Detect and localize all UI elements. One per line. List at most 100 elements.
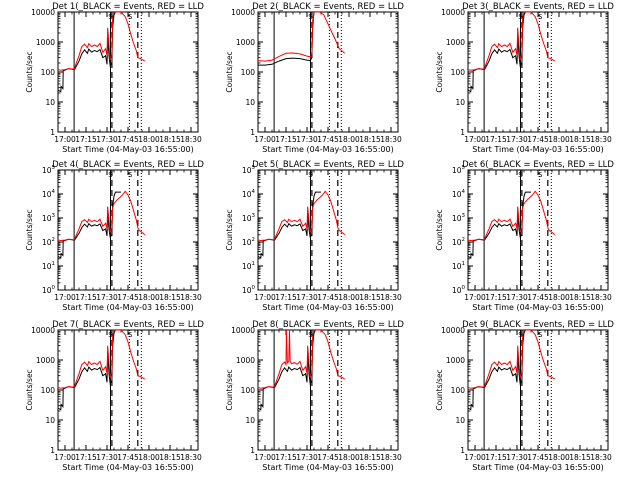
x-tick-label: 18:00 xyxy=(338,135,360,144)
y-tick-label: 1000 xyxy=(36,356,55,365)
x-axis-label: Start Time (04-May-03 16:55:00) xyxy=(472,463,603,472)
y-tick-label: 10000 xyxy=(441,326,465,335)
y-tick-label: 105 xyxy=(42,165,56,175)
marker-letter: S xyxy=(308,171,313,179)
y-tick-label: 1000 xyxy=(236,356,255,365)
x-tick-label: 17:30 xyxy=(506,453,528,462)
x-tick-label: 17:45 xyxy=(317,135,339,144)
y-tick-label: 1000 xyxy=(36,38,55,47)
y-tick-label: 103 xyxy=(452,213,466,223)
y-tick-label: 100 xyxy=(241,386,256,395)
lld-series-line xyxy=(58,330,146,389)
y-tick-label: 102 xyxy=(242,237,255,247)
panel-title: Det 3(_BLACK = Events, RED = LLD xyxy=(462,2,614,12)
x-tick-label: 17:00 xyxy=(54,293,76,302)
x-axis-label: Start Time (04-May-03 16:55:00) xyxy=(472,303,603,312)
plot-frame xyxy=(57,11,199,133)
x-tick-label: 18:15 xyxy=(359,135,381,144)
y-tick-label: 104 xyxy=(452,189,466,199)
y-tick-label: 10 xyxy=(245,98,255,107)
panel-det-3: Det 3(_BLACK = Events, RED = LLD 1 10 100 10… xyxy=(435,2,614,154)
x-tick-label: 18:15 xyxy=(359,293,381,302)
lld-series-line xyxy=(258,12,346,62)
panel-title: Det 8(_BLACK = Events, RED = LLD xyxy=(252,320,404,330)
y-tick-label: 104 xyxy=(242,189,256,199)
y-axis-label: Counts/sec xyxy=(25,369,34,410)
plot-frame xyxy=(57,329,199,451)
panel-det-1: Det 1(_BLACK = Events, RED = LLD 1 10 100 10… xyxy=(25,2,204,154)
y-tick-label: 10 xyxy=(455,416,465,425)
y-tick-label: 104 xyxy=(42,189,56,199)
y-axis-label: Counts/sec xyxy=(225,369,234,410)
y-tick-label: 1 xyxy=(460,128,465,137)
x-tick-label: 17:30 xyxy=(296,135,318,144)
lld-series-line xyxy=(468,190,556,242)
x-tick-label: 17:00 xyxy=(254,453,276,462)
x-tick-label: 17:15 xyxy=(75,293,97,302)
panel-det-2: Det 2(_BLACK = Events, RED = LLD 1 10 100 10… xyxy=(225,2,404,154)
x-tick-label: 18:30 xyxy=(590,453,612,462)
panel-title: Det 5(_BLACK = Events, RED = LLD xyxy=(252,160,404,170)
x-axis-label: Start Time (04-May-03 16:55:00) xyxy=(262,463,393,472)
lld-series-line xyxy=(58,190,146,242)
x-tick-label: 17:45 xyxy=(117,293,139,302)
x-tick-label: 18:00 xyxy=(338,293,360,302)
panel-title: Det 2(_BLACK = Events, RED = LLD xyxy=(252,2,404,12)
y-tick-label: 10000 xyxy=(231,8,255,17)
panel-det-7: Det 7(_BLACK = Events, RED = LLD 1 10 100 10… xyxy=(25,320,204,472)
x-tick-label: 17:30 xyxy=(506,293,528,302)
x-tick-label: 18:15 xyxy=(159,453,181,462)
y-tick-label: 100 xyxy=(242,285,256,295)
panel-title: Det 6(_BLACK = Events, RED = LLD xyxy=(462,160,614,170)
x-tick-label: 18:00 xyxy=(548,293,570,302)
x-tick-label: 17:00 xyxy=(464,135,486,144)
y-tick-label: 1000 xyxy=(236,38,255,47)
marker-letter: S xyxy=(108,171,113,179)
x-tick-label: 17:15 xyxy=(275,135,297,144)
x-tick-label: 17:45 xyxy=(317,293,339,302)
panel-title: Det 7(_BLACK = Events, RED = LLD xyxy=(52,320,204,330)
marker-letter: S xyxy=(308,331,313,339)
x-tick-label: 18:30 xyxy=(380,453,402,462)
marker-letter: S xyxy=(108,13,113,21)
panel-det-4: Det 4(_BLACK = Events, RED = LLD 100 101 10… xyxy=(25,160,204,312)
events-series-line xyxy=(258,12,320,66)
y-tick-label: 105 xyxy=(242,165,256,175)
x-tick-label: 18:00 xyxy=(138,293,160,302)
x-tick-label: 17:15 xyxy=(485,453,507,462)
y-tick-label: 102 xyxy=(452,237,465,247)
y-tick-label: 100 xyxy=(41,386,56,395)
x-tick-label: 18:30 xyxy=(180,453,202,462)
x-tick-label: 18:30 xyxy=(380,293,402,302)
x-tick-label: 18:30 xyxy=(380,135,402,144)
marker-letter: S xyxy=(128,13,133,21)
x-tick-label: 18:00 xyxy=(548,453,570,462)
y-tick-label: 10000 xyxy=(231,326,255,335)
y-tick-label: 100 xyxy=(451,68,466,77)
y-tick-label: 10 xyxy=(245,416,255,425)
marker-letter: S xyxy=(108,331,113,339)
x-tick-label: 17:30 xyxy=(296,293,318,302)
x-tick-label: 17:00 xyxy=(254,293,276,302)
x-tick-label: 18:15 xyxy=(159,293,181,302)
y-tick-label: 102 xyxy=(42,237,55,247)
x-axis-label: Start Time (04-May-03 16:55:00) xyxy=(262,303,393,312)
x-tick-label: 17:30 xyxy=(96,453,118,462)
x-tick-label: 18:15 xyxy=(569,453,591,462)
x-tick-label: 18:15 xyxy=(569,293,591,302)
panel-det-9: Det 9(_BLACK = Events, RED = LLD 1 10 100 10… xyxy=(435,320,614,472)
x-axis-label: Start Time (04-May-03 16:55:00) xyxy=(62,463,193,472)
panel-det-6: Det 6(_BLACK = Events, RED = LLD 100 101 10… xyxy=(435,160,614,312)
y-tick-label: 105 xyxy=(452,165,466,175)
y-tick-label: 100 xyxy=(452,285,466,295)
x-tick-label: 17:30 xyxy=(296,453,318,462)
x-tick-label: 18:30 xyxy=(590,293,612,302)
lld-series-line xyxy=(468,330,556,389)
y-tick-label: 10000 xyxy=(441,8,465,17)
lld-series-line xyxy=(258,330,346,389)
x-tick-label: 17:15 xyxy=(75,135,97,144)
x-tick-label: 17:00 xyxy=(464,453,486,462)
x-tick-label: 18:30 xyxy=(180,293,202,302)
marker-letter: S xyxy=(538,331,543,339)
x-tick-label: 18:00 xyxy=(548,135,570,144)
